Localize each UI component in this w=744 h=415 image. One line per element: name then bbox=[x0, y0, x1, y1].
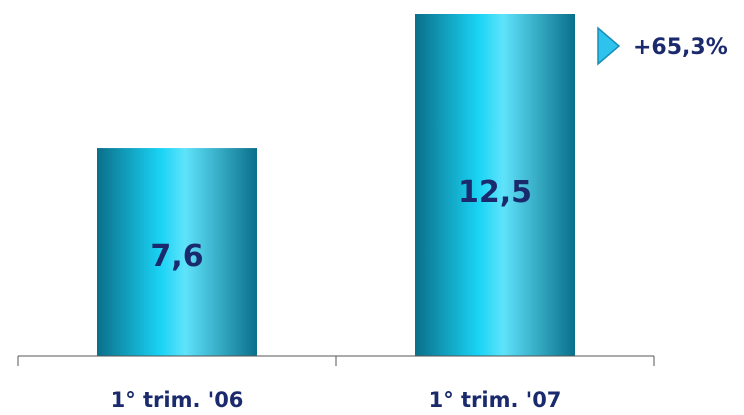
x-axis bbox=[17, 355, 655, 366]
triangle-right-icon bbox=[597, 26, 621, 66]
bar-value-label-2: 12,5 bbox=[458, 175, 532, 210]
bar-2 bbox=[415, 14, 575, 356]
bar-value-label-1: 7,6 bbox=[150, 239, 203, 274]
x-tick-label-2: 1° trim. '07 bbox=[429, 388, 562, 412]
x-tick-labels: 1° trim. '06 1° trim. '07 bbox=[111, 388, 562, 412]
bar-1 bbox=[97, 148, 257, 356]
x-tick-label-1: 1° trim. '06 bbox=[111, 388, 244, 412]
growth-annotation: +65,3% bbox=[597, 26, 728, 66]
growth-label: +65,3% bbox=[633, 35, 728, 60]
bars-layer: 7,6 12,5 bbox=[97, 14, 575, 356]
